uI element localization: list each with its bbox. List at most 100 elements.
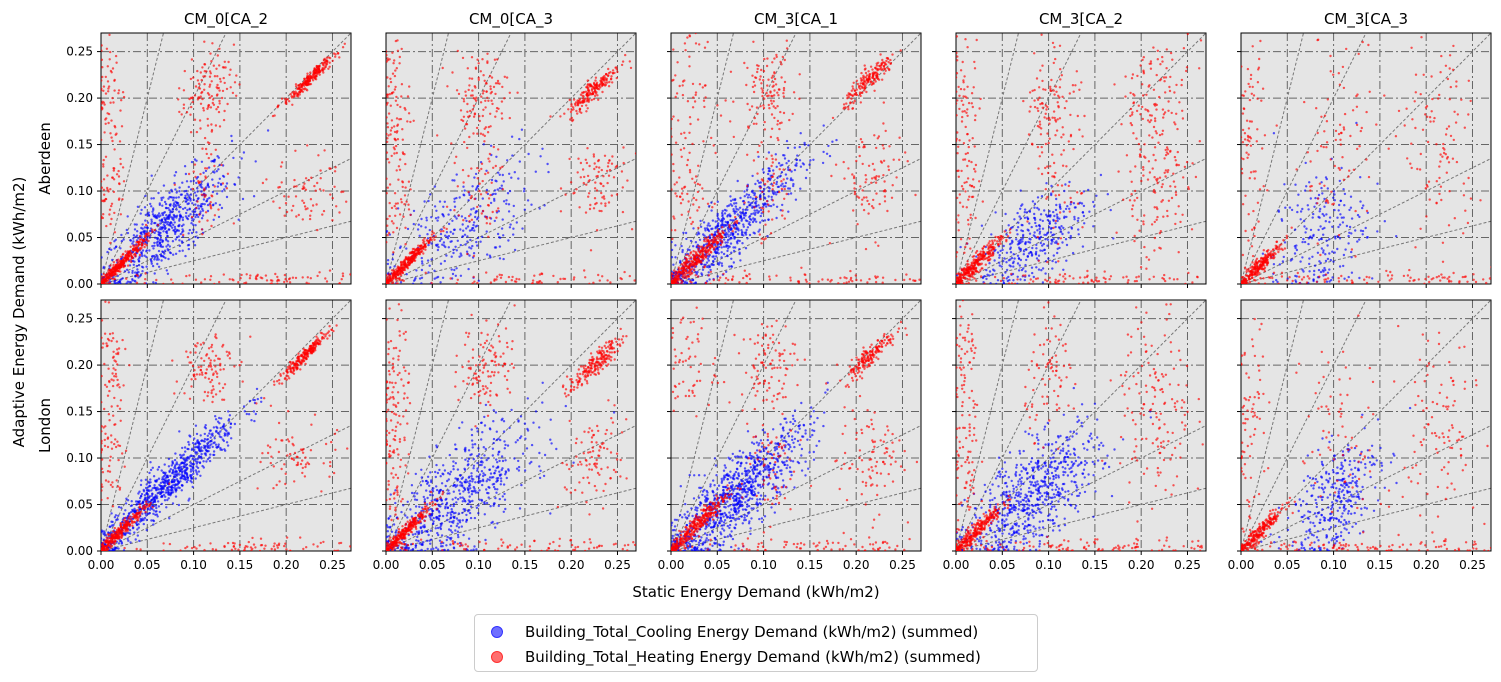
scatter-point — [707, 255, 711, 258]
scatter-point — [396, 202, 399, 205]
scatter-point — [430, 238, 433, 242]
scatter-point — [150, 197, 153, 200]
scatter-point — [487, 197, 491, 200]
scatter-point — [699, 22, 701, 24]
scatter-point — [495, 155, 498, 158]
scatter-point — [903, 278, 906, 282]
scatter-point — [390, 154, 393, 158]
scatter-point — [513, 171, 516, 174]
scatter-point — [746, 196, 750, 199]
scatter-point — [759, 75, 762, 78]
scatter-point — [184, 200, 187, 203]
scatter-point — [101, 215, 103, 218]
scatter-point — [409, 259, 412, 262]
scatter-point — [441, 243, 444, 246]
scatter-point — [719, 276, 722, 279]
scatter-point — [543, 204, 546, 207]
scatter-point — [693, 265, 696, 269]
scatter-point — [298, 90, 302, 94]
scatter-point — [206, 124, 210, 127]
scatter-point — [764, 197, 767, 200]
scatter-point — [101, 49, 103, 52]
scatter-point — [506, 159, 509, 162]
scatter-point — [761, 210, 765, 214]
scatter-point — [399, 281, 403, 284]
scatter-point — [1065, 259, 1068, 262]
scatter-point — [572, 108, 575, 111]
scatter-point — [201, 90, 204, 94]
scatter-point — [772, 169, 775, 172]
scatter-point — [732, 261, 735, 264]
scatter-point — [498, 245, 502, 248]
scatter-point — [166, 243, 170, 246]
scatter-point — [643, 279, 645, 281]
scatter-point — [368, 279, 370, 281]
scatter-point — [868, 75, 871, 78]
scatter-point — [356, 271, 358, 273]
scatter-point — [266, 129, 270, 132]
scatter-point — [633, 279, 636, 282]
scatter-point — [451, 232, 455, 235]
scatter-point — [119, 213, 123, 216]
scatter-point — [522, 190, 526, 193]
scatter-point — [770, 94, 773, 98]
scatter-point — [755, 209, 759, 212]
scatter-point — [467, 88, 470, 92]
scatter-point — [767, 218, 770, 221]
scatter-point — [851, 173, 854, 176]
scatter-point — [708, 278, 711, 281]
scatter-point — [200, 193, 203, 196]
scatter-point — [391, 275, 394, 279]
scatter-point — [144, 272, 147, 275]
scatter-point — [847, 105, 850, 109]
scatter-point — [882, 147, 885, 150]
scatter-point — [674, 244, 677, 247]
scatter-point — [404, 226, 407, 229]
scatter-point — [822, 124, 825, 127]
scatter-point — [704, 96, 707, 99]
scatter-point — [508, 189, 512, 193]
scatter-point — [420, 268, 424, 272]
scatter-point — [121, 91, 125, 94]
scatter-point — [587, 180, 590, 183]
scatter-point — [748, 233, 752, 237]
scatter-point — [109, 132, 112, 135]
scatter-point — [592, 97, 596, 101]
scatter-point — [887, 61, 890, 64]
scatter-point — [327, 67, 330, 71]
scatter-point — [852, 81, 855, 85]
scatter-point — [101, 138, 103, 142]
scatter-point — [140, 231, 143, 234]
scatter-point — [442, 229, 445, 233]
scatter-point — [788, 168, 792, 171]
scatter-point — [619, 277, 622, 280]
scatter-point — [222, 175, 226, 178]
scatter-point — [783, 80, 787, 84]
scatter-point — [692, 96, 695, 99]
scatter-point — [237, 176, 240, 179]
scatter-point — [216, 75, 219, 78]
scatter-point — [518, 160, 521, 163]
scatter-point — [108, 281, 111, 284]
scatter-point — [230, 139, 234, 143]
scatter-point — [853, 93, 856, 96]
scatter-point — [150, 262, 153, 265]
scatter-point — [387, 231, 391, 235]
scatter-point — [113, 231, 117, 234]
scatter-point — [196, 187, 199, 190]
scatter-point — [470, 218, 474, 221]
scatter-point — [559, 210, 563, 213]
scatter-point — [152, 247, 155, 250]
scatter-point — [753, 209, 756, 212]
scatter-point — [595, 165, 598, 169]
scatter-point — [305, 281, 308, 284]
scatter-point — [757, 210, 761, 213]
scatter-point — [204, 211, 208, 214]
reference-line — [955, 32, 1082, 285]
scatter-point — [303, 182, 306, 185]
scatter-point — [741, 242, 744, 245]
scatter-point — [477, 62, 480, 65]
scatter-point — [162, 223, 165, 226]
scatter-point — [688, 271, 691, 274]
scatter-point — [404, 162, 407, 166]
